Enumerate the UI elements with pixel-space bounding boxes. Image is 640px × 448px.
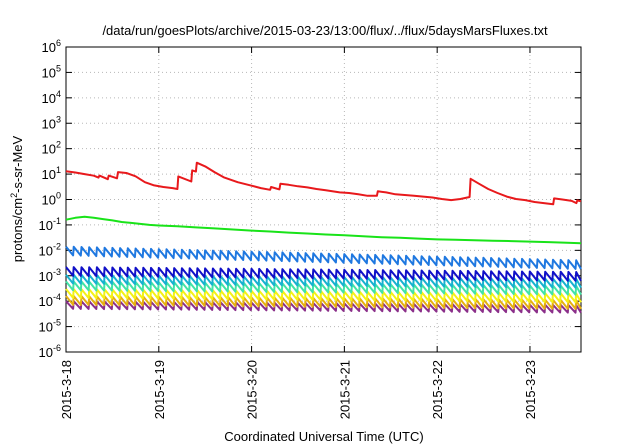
y-tick-label: 102 [42, 140, 61, 157]
y-tick-label: 104 [42, 89, 61, 106]
y-tick-label: 10-3 [39, 267, 61, 284]
series-layer [65, 161, 582, 314]
x-tick-label: 2015-3-23 [523, 360, 538, 419]
x-axis-label: Coordinated Universal Time (UTC) [224, 429, 423, 444]
series-line-sawtooth [65, 273, 582, 289]
series-line-sawtooth [65, 288, 582, 304]
x-axis: 2015-3-18 2015-3-19 2015-3-20 2015-3-21 2015… [59, 47, 538, 419]
x-tick-label: 2015-3-20 [245, 360, 260, 419]
x-tick-label: 2015-3-22 [430, 360, 445, 419]
series-line [65, 215, 582, 245]
y-tick-label: 10-4 [39, 292, 61, 309]
y-tick-label: 10-6 [39, 343, 61, 360]
y-tick-label: 105 [42, 63, 61, 80]
series-line-sawtooth [65, 280, 582, 296]
y-tick-label: 10-1 [39, 216, 61, 233]
series-line-sawtooth [65, 300, 582, 314]
y-tick-label: 10-2 [39, 241, 61, 258]
grid [66, 47, 581, 352]
series-line-sawtooth [65, 245, 582, 270]
series-line-sawtooth [65, 266, 582, 282]
y-tick-label: 103 [42, 114, 61, 131]
y-axis-label: protons/cm2-s-sr-MeV [9, 135, 25, 262]
y-tick-label: 10-5 [39, 318, 61, 335]
y-tick-label: 106 [42, 38, 61, 55]
y-axis: 10-6 10-5 10-4 10-3 10-2 10-1 100 101 102 103 104 1… [39, 38, 581, 360]
y-tick-label: 101 [42, 165, 61, 182]
series-line-sawtooth [65, 295, 582, 310]
y-tick-label: 100 [42, 191, 61, 208]
series-line [65, 161, 582, 206]
x-tick-label: 2015-3-21 [337, 360, 352, 419]
x-tick-label: 2015-3-19 [152, 360, 167, 419]
x-tick-label: 2015-3-18 [59, 360, 74, 419]
chart-title: /data/run/goesPlots/archive/2015-03-23/1… [102, 23, 548, 38]
